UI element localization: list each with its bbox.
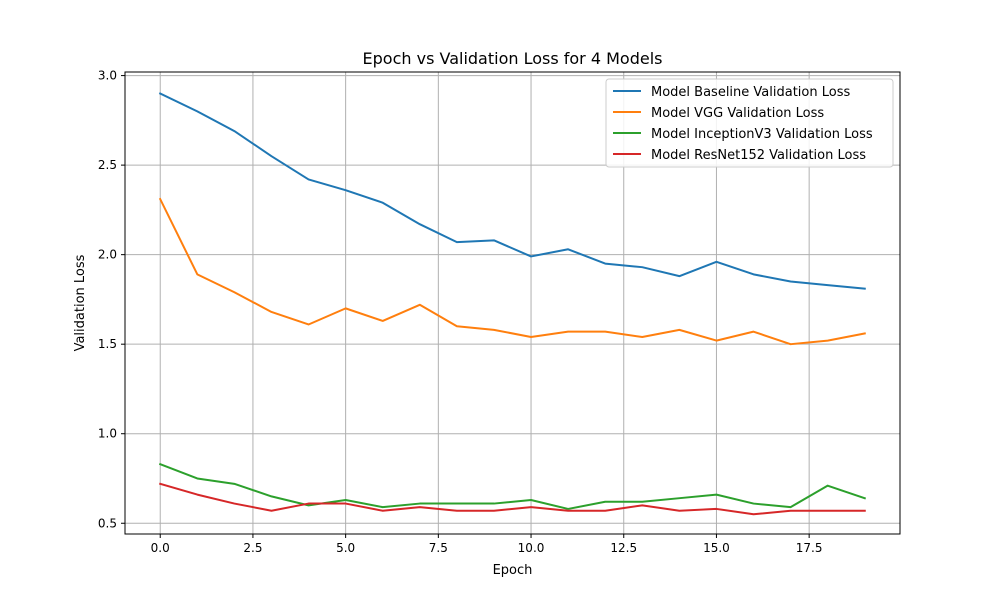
x-tick-label: 0.0 (151, 541, 170, 555)
series-line-1 (158, 92, 866, 290)
plot-frame (124, 71, 901, 535)
y-tick-label: 3.0 (98, 69, 117, 83)
series-line-3 (158, 462, 867, 510)
y-tick-label: 1.5 (98, 337, 117, 351)
x-tick-label: 15.0 (703, 541, 730, 555)
x-tick-label: 2.5 (243, 541, 262, 555)
x-tick-label: 10.0 (518, 541, 545, 555)
y-tick-label: 1.0 (98, 427, 117, 441)
series-line-4 (158, 482, 866, 516)
x-tick-label: 7.5 (429, 541, 448, 555)
legend: Model Baseline Validation Loss Model VGG … (605, 78, 894, 168)
y-tick-label: 2.5 (98, 158, 117, 172)
chart-title: Epoch vs Validation Loss for 4 Models (363, 49, 663, 68)
y-tick-label: 2.0 (98, 248, 117, 262)
legend-box (605, 78, 894, 168)
legend-items: Model Baseline Validation Loss Model VGG … (613, 85, 873, 163)
legend-label-1: Model Baseline Validation Loss (651, 85, 850, 100)
legend-label-3: Model InceptionV3 Validation Loss (651, 127, 873, 142)
legend-label-2: Model VGG Validation Loss (651, 106, 824, 121)
y-tick-label: 0.5 (98, 516, 117, 530)
y-axis-ticks: 0.5 1.0 1.5 2.0 2.5 3.0 (98, 69, 125, 530)
series-lines (158, 92, 867, 516)
x-axis-label: Epoch (493, 563, 533, 578)
legend-label-4: Model ResNet152 Validation Loss (651, 148, 866, 163)
series-line-2 (158, 197, 866, 346)
y-axis-label: Validation Loss (73, 254, 88, 351)
x-tick-label: 5.0 (336, 541, 355, 555)
x-axis-ticks: 0.0 2.5 5.0 7.5 10.0 12.5 15.0 17.5 (151, 534, 823, 555)
x-tick-label: 12.5 (610, 541, 637, 555)
x-tick-label: 17.5 (796, 541, 823, 555)
